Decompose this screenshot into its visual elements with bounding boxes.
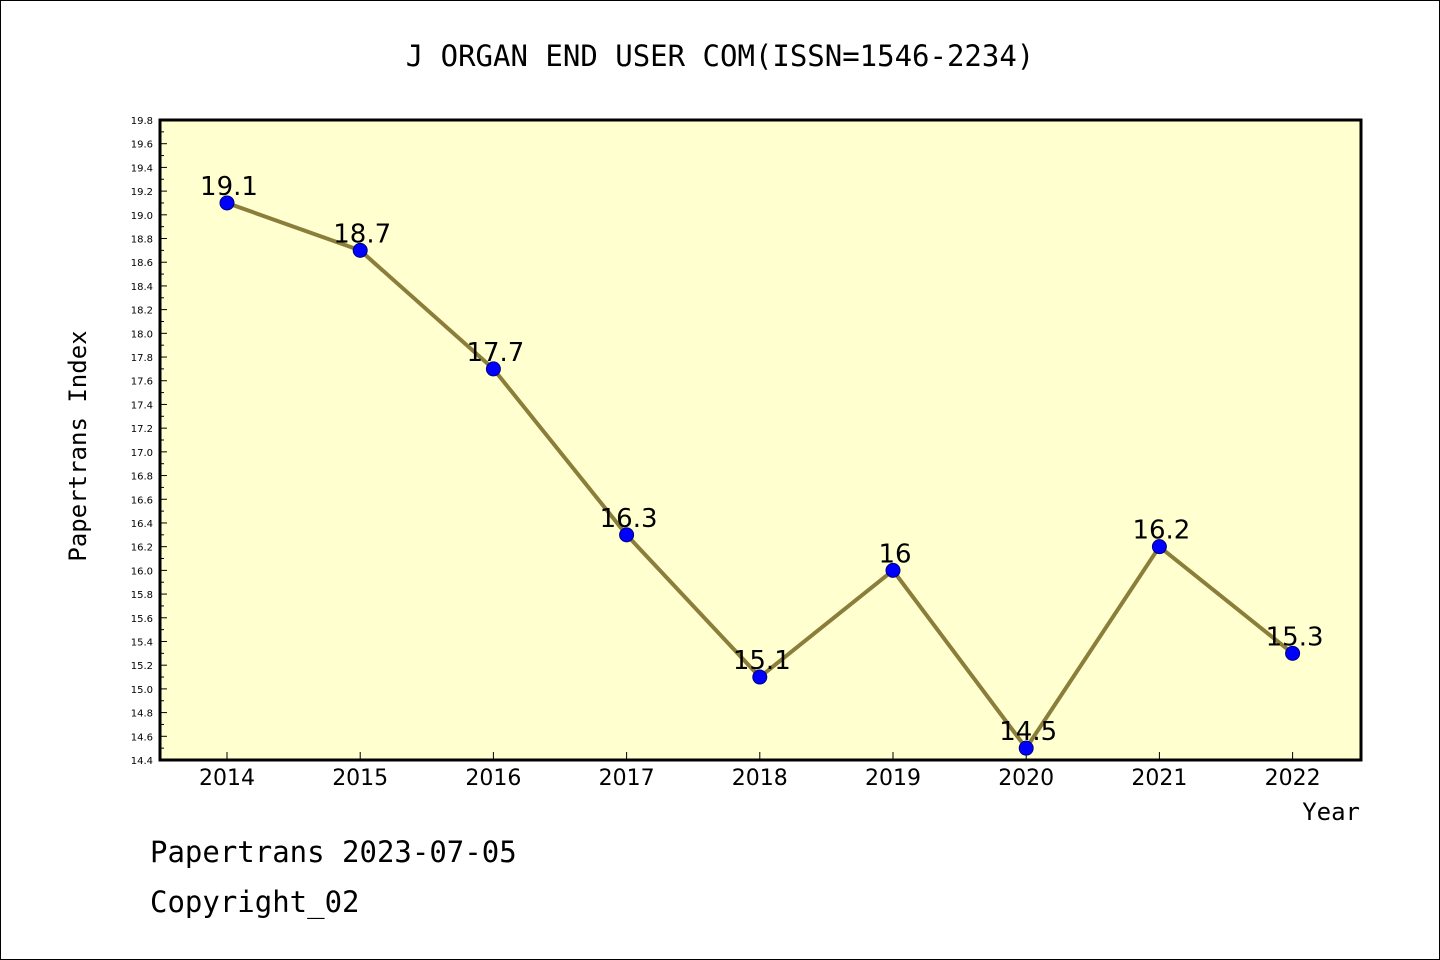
y-axis-label: Papertrans Index — [64, 330, 92, 561]
footer-date-line: Papertrans 2023-07-05 — [150, 835, 517, 869]
data-label: 17.7 — [466, 338, 524, 368]
y-tick-label: 18.2 — [131, 306, 153, 317]
y-tick-label: 18.6 — [131, 258, 153, 269]
y-tick-label: 19.0 — [131, 211, 153, 222]
data-label: 16 — [878, 539, 911, 569]
data-point-marker — [485, 361, 501, 377]
y-tick-label: 17.8 — [131, 353, 153, 364]
data-point-marker — [885, 562, 901, 578]
y-tick-label: 19.2 — [131, 187, 153, 198]
y-tick-label: 15.0 — [131, 685, 153, 696]
data-label: 14.5 — [999, 717, 1057, 747]
y-tick-label: 19.4 — [131, 163, 153, 174]
y-tick-label: 15.4 — [131, 637, 153, 648]
x-tick-label: 2019 — [865, 766, 921, 791]
y-tick-label: 15.8 — [131, 590, 153, 601]
plot-area — [158, 118, 1363, 762]
y-tick-label: 14.4 — [131, 756, 153, 767]
chart-title: J ORGAN END USER COM(ISSN=1546-2234) — [406, 39, 1035, 73]
data-label: 18.7 — [333, 219, 391, 249]
footer-copyright: Copyright_02 — [150, 885, 360, 919]
y-tick-label: 14.6 — [131, 732, 153, 743]
x-tick-label: 2016 — [465, 766, 521, 791]
data-point-marker — [1018, 740, 1034, 756]
y-tick-label: 18.0 — [131, 329, 153, 340]
data-point-marker — [1151, 539, 1167, 555]
y-tick-label: 16.2 — [131, 543, 153, 554]
x-tick-label: 2018 — [732, 766, 788, 791]
y-tick-label: 18.4 — [131, 282, 153, 293]
data-point-marker — [619, 527, 635, 543]
data-label: 15.3 — [1266, 622, 1324, 652]
y-tick-label: 16.8 — [131, 472, 153, 483]
x-axis: 2014 2015 2016 2017 2018 2019 2020 2021 2022 — [199, 752, 1321, 791]
y-tick-label: 16.4 — [131, 519, 153, 530]
y-tick-label: 18.8 — [131, 235, 153, 246]
x-tick-label: 2021 — [1131, 766, 1187, 791]
x-tick-label: 2017 — [599, 766, 655, 791]
y-tick-label: 17.6 — [131, 377, 153, 388]
x-tick-label: 2020 — [998, 766, 1054, 791]
x-axis-label: Year — [1302, 798, 1360, 826]
data-label: 16.2 — [1132, 516, 1190, 546]
y-tick-label: 17.2 — [131, 424, 153, 435]
y-tick-label: 16.6 — [131, 495, 153, 506]
y-tick-label: 19.8 — [131, 116, 153, 127]
data-point-marker — [752, 669, 768, 685]
y-tick-label: 15.6 — [131, 614, 153, 625]
data-point-marker — [1285, 645, 1301, 661]
series-line-group: 19.1 18.7 17.7 16.3 15.1 16 14.5 16.2 15.3 — [200, 172, 1324, 756]
y-tick-label: 14.8 — [131, 709, 153, 720]
data-label: 16.3 — [600, 504, 658, 534]
x-tick-label: 2014 — [199, 766, 255, 791]
data-point-marker — [219, 195, 235, 211]
x-tick-label: 2015 — [332, 766, 388, 791]
y-tick-label: 17.0 — [131, 448, 153, 459]
y-tick-label: 15.2 — [131, 661, 153, 672]
data-point-marker — [352, 242, 368, 258]
y-tick-label: 17.4 — [131, 400, 153, 411]
y-tick-label: 19.6 — [131, 140, 153, 151]
data-label: 15.1 — [733, 646, 791, 676]
x-tick-label: 2022 — [1265, 766, 1321, 791]
y-tick-label: 16.0 — [131, 566, 153, 577]
y-axis: 14.4 14.6 14.8 15.0 15.2 15.4 15.6 15.8 16.0 16.2… — [131, 116, 167, 767]
data-label: 19.1 — [200, 172, 258, 202]
